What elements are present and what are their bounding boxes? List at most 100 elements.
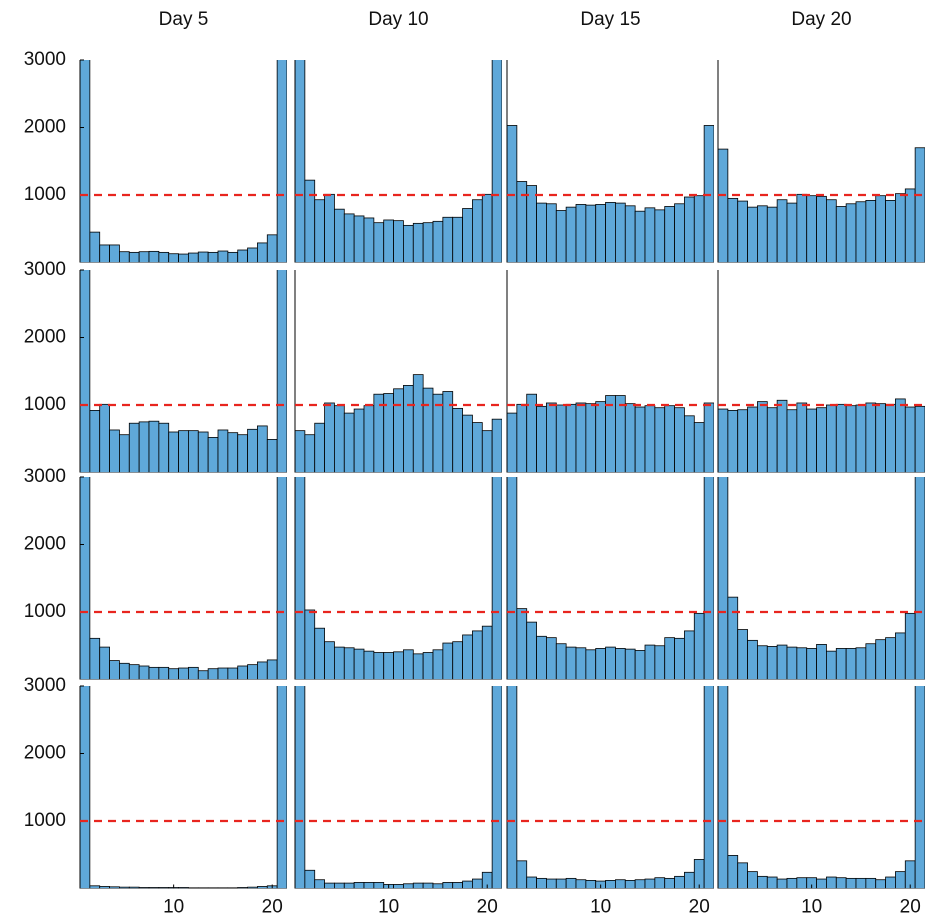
bar <box>99 244 110 263</box>
bar <box>664 637 675 680</box>
bar <box>585 403 597 473</box>
bar <box>585 204 597 263</box>
panel-title: Day 15 <box>580 9 640 30</box>
bar <box>526 185 537 263</box>
bar <box>674 637 685 680</box>
bar <box>227 667 239 680</box>
panel: 10 20 <box>294 686 502 918</box>
bar <box>684 871 695 889</box>
bar <box>207 436 219 473</box>
bar <box>276 477 287 680</box>
bar <box>703 402 714 473</box>
bar <box>644 405 656 473</box>
bar <box>343 213 355 263</box>
bar <box>727 596 739 680</box>
bar <box>796 402 808 473</box>
bar <box>575 647 587 680</box>
bar <box>304 179 316 263</box>
bar <box>786 409 798 473</box>
bar <box>565 206 577 263</box>
bar <box>217 667 229 680</box>
bar <box>634 406 646 473</box>
x-tick-label: 20 <box>689 897 710 918</box>
bar <box>334 882 345 889</box>
y-tick-label: 3000 <box>24 466 66 487</box>
bar <box>516 181 528 263</box>
bar <box>422 222 434 263</box>
bar <box>575 402 587 473</box>
bar <box>207 251 219 263</box>
bar <box>178 430 189 473</box>
bar <box>422 882 434 889</box>
bar <box>855 647 867 680</box>
y-tick-label: 2000 <box>24 327 66 348</box>
bar <box>575 204 587 263</box>
panel <box>506 270 714 473</box>
bars <box>718 398 925 473</box>
bar <box>516 403 528 473</box>
bar <box>895 398 906 473</box>
bar <box>605 395 616 473</box>
bar <box>766 407 778 473</box>
bars <box>507 125 714 263</box>
bar <box>654 645 666 680</box>
bar <box>138 251 150 263</box>
bar <box>89 885 101 889</box>
bar <box>80 686 91 889</box>
bar <box>363 882 375 889</box>
panel: Day 10 <box>294 9 502 263</box>
bar <box>644 644 656 680</box>
panel <box>294 270 502 473</box>
panel <box>717 477 925 680</box>
bar <box>472 630 483 680</box>
bar <box>826 876 837 889</box>
bar <box>865 199 877 263</box>
bar <box>826 404 837 473</box>
bar <box>266 659 278 680</box>
bar <box>855 201 867 263</box>
bar <box>138 665 150 680</box>
bar <box>585 649 597 680</box>
bar <box>412 222 424 263</box>
bar <box>353 215 365 263</box>
bar <box>914 147 925 263</box>
bar <box>148 420 160 473</box>
y-tick-label: 2000 <box>24 743 66 764</box>
bar <box>295 477 306 680</box>
bar <box>786 646 798 680</box>
bar <box>776 399 788 473</box>
bar <box>89 231 101 263</box>
bar <box>119 434 130 473</box>
bar <box>624 880 636 889</box>
y-tick-label: 3000 <box>24 49 66 70</box>
bar <box>257 886 268 889</box>
bar <box>786 202 798 263</box>
bar <box>904 406 916 473</box>
bar <box>555 878 567 889</box>
bar <box>80 477 91 680</box>
bar <box>555 210 567 263</box>
bar <box>452 882 463 889</box>
bar <box>776 878 788 889</box>
bar <box>796 193 808 263</box>
bar <box>422 652 434 680</box>
bar <box>472 199 483 263</box>
bar <box>875 879 886 889</box>
bar <box>737 862 748 889</box>
bar <box>904 612 916 680</box>
bar <box>491 418 502 473</box>
bars <box>80 60 287 263</box>
bar <box>266 234 278 263</box>
bar <box>615 395 626 473</box>
bar <box>343 882 355 889</box>
bar <box>363 405 375 473</box>
bar <box>217 887 229 889</box>
bar <box>693 859 705 889</box>
bar <box>237 249 248 263</box>
bar <box>757 645 768 680</box>
bar <box>304 869 316 889</box>
bars <box>80 686 287 889</box>
bar <box>452 216 463 263</box>
bar <box>237 434 248 473</box>
